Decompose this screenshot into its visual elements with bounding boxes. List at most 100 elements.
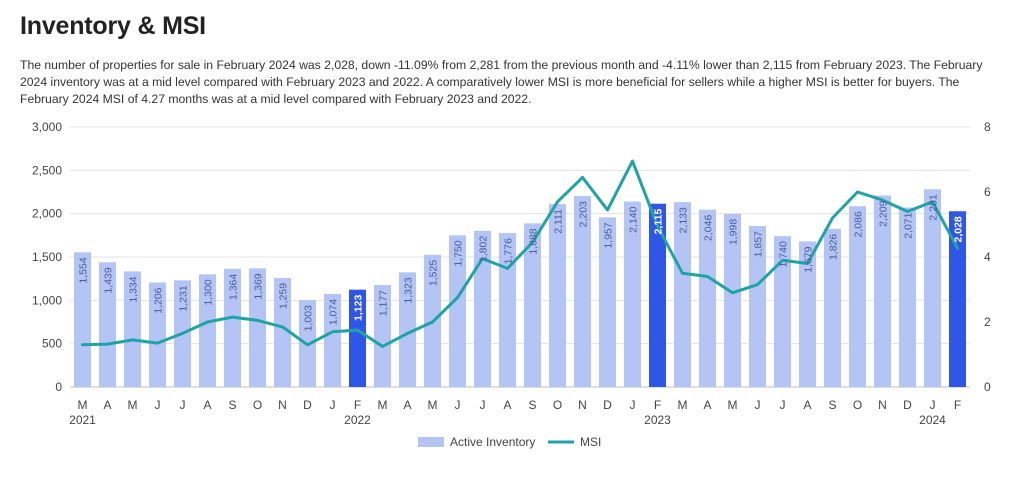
y-left-tick-label: 2,500 [32,163,62,177]
bar-value-label: 2,046 [703,215,715,241]
msi-point [931,200,934,204]
bar-value-label: 1,177 [378,290,390,316]
y-right-tick-label: 2 [984,315,991,329]
msi-point [306,343,309,347]
bar-value-label: 1,323 [403,277,415,303]
x-tick-label: J [630,398,636,412]
bar [474,230,491,387]
msi-point [106,342,109,346]
x-tick-label: S [828,398,836,412]
x-tick-label: O [553,398,562,412]
bar [799,241,816,387]
msi-point [856,190,859,194]
x-year-label: 2022 [344,413,371,427]
x-year-label: 2024 [919,413,946,427]
y-axis-right: 0 2 4 6 8 [984,120,991,394]
msi-point [181,331,184,335]
bar-value-label: 1,554 [78,257,90,283]
msi-point [631,159,634,163]
legend-label-msi: MSI [580,435,601,449]
bar-value-label: 2,133 [678,207,690,233]
x-tick-label: D [303,398,312,412]
bar [249,268,266,387]
legend-swatch-inventory [418,437,444,447]
bar-value-label: 2,209 [878,200,890,226]
bar [924,189,941,387]
y-right-tick-label: 6 [984,185,991,199]
bar [874,195,891,387]
bar-highlight [949,211,966,387]
x-tick-label: M [428,398,438,412]
msi-point [781,258,784,262]
msi-point [906,210,909,213]
bar [549,204,566,387]
msi-point [756,283,759,287]
msi-point [356,328,359,332]
bar-value-label: 2,203 [578,201,590,227]
x-tick-label: O [253,398,262,412]
bar-value-label: 1,206 [153,287,165,313]
x-tick-label: J [780,398,786,412]
bar [499,233,516,387]
x-tick-label: J [930,398,936,412]
msi-point [956,246,959,250]
msi-point [531,240,534,244]
bar-value-label: 1,259 [278,283,290,309]
bar-value-label: 1,802 [478,236,490,262]
x-tick-label: A [403,398,411,412]
bar-value-label: 1,003 [303,305,315,331]
msi-point [431,320,434,324]
y-left-tick-label: 2,000 [32,207,62,221]
bar [824,228,841,387]
msi-point [806,262,809,265]
x-tick-label: J [330,398,336,412]
msi-point [556,200,559,204]
bar [99,262,116,387]
x-tick-label: A [703,398,711,412]
bar [524,223,541,387]
bar [224,268,241,387]
bar-value-label: 1,998 [728,219,740,245]
bar-value-label: 2,086 [853,211,865,237]
bar-value-label: 1,857 [753,231,765,257]
bar-value-label: 2,028 [953,216,965,242]
bar [624,201,641,387]
bar [324,293,341,387]
y-left-tick-label: 500 [42,337,62,351]
msi-point [481,257,484,261]
msi-point [706,275,709,278]
bar-value-label: 2,281 [928,194,940,220]
bar-value-label: 1,300 [203,279,215,305]
msi-point [131,338,134,342]
bar-value-label: 1,826 [828,234,840,260]
bar [149,282,166,387]
bar-value-labels: 1,554 1,439 1,334 1,206 1,231 1,300 1,364 1,369… [78,194,965,331]
bar-highlight [649,203,666,387]
bar [699,209,716,387]
bar-value-label: 1,888 [528,228,540,254]
bar-value-label: 1,525 [428,260,440,286]
bar-highlight [349,289,366,387]
bar-value-label: 2,115 [653,209,665,235]
bar-value-label: 2,071 [903,212,915,238]
y-axis-left: 0 500 1,000 1,500 2,000 2,500 3,000 [32,120,62,394]
y-left-tick-label: 0 [55,380,62,394]
bar-value-label: 1,957 [603,222,615,248]
msi-point [506,266,509,270]
bar-value-label: 1,439 [103,267,115,293]
msi-point [881,198,884,202]
bar [849,206,866,387]
x-tick-label: J [155,398,161,412]
x-year-label: 2021 [69,413,96,427]
x-tick-label: F [354,398,361,412]
bar [199,274,216,387]
msi-point [81,343,84,347]
msi-point [206,320,209,324]
bar [674,202,691,387]
msi-point [656,224,659,228]
bar-value-label: 1,776 [503,238,515,264]
x-tick-label: A [803,398,811,412]
page-description: The number of properties for sale in Feb… [20,58,983,106]
msi-line [81,159,959,348]
